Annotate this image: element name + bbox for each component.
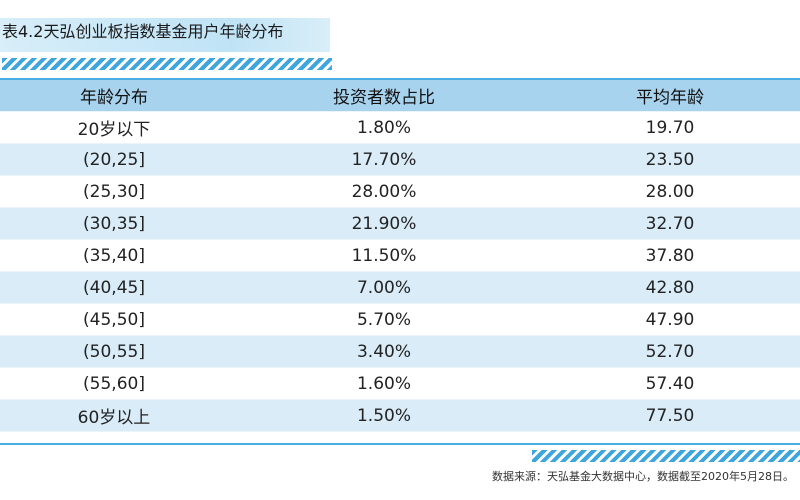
header-investor-share: 投资者数占比 [228,80,540,112]
cell-age-range: (55,60] [0,367,228,400]
cell-average-age: 42.80 [540,271,800,304]
cell-age-range: (40,45] [0,271,228,304]
table-row: (20,25] 17.70% 23.50 [0,143,800,176]
table-row: (50,55] 3.40% 52.70 [0,335,800,368]
cell-age-range: 60岁以上 [0,399,228,432]
cell-average-age: 77.50 [540,399,800,432]
table-row: (40,45] 7.00% 42.80 [0,271,800,304]
cell-average-age: 37.80 [540,239,800,272]
age-distribution-table: 年龄分布 投资者数占比 平均年龄 20岁以下 1.80% 19.70 (20,25] 1… [0,80,800,432]
decorative-stripe-bottom [532,450,800,462]
cell-average-age: 32.70 [540,207,800,240]
cell-age-range: (30,35] [0,207,228,240]
cell-investor-share: 1.60% [228,367,540,400]
decorative-stripe-top [2,58,332,70]
cell-investor-share: 21.90% [228,207,540,240]
title-banner [0,18,330,52]
cell-age-range: (25,30] [0,175,228,208]
cell-investor-share: 17.70% [228,143,540,176]
table-bottom-rule [0,443,800,445]
cell-average-age: 47.90 [540,303,800,336]
cell-investor-share: 1.50% [228,399,540,432]
cell-age-range: 20岁以下 [0,111,228,144]
data-source-note: 数据来源：天弘基金大数据中心，数据截至2020年5月28日。 [492,470,794,483]
table-row: (25,30] 28.00% 28.00 [0,175,800,208]
table-row: (30,35] 21.90% 32.70 [0,207,800,240]
cell-average-age: 57.40 [540,367,800,400]
cell-age-range: (45,50] [0,303,228,336]
cell-age-range: (20,25] [0,143,228,176]
table-row: (55,60] 1.60% 57.40 [0,367,800,400]
header-age-range: 年龄分布 [0,80,228,112]
table-row: 20岁以下 1.80% 19.70 [0,111,800,144]
cell-average-age: 19.70 [540,111,800,144]
table-row: (35,40] 11.50% 37.80 [0,239,800,272]
table-top-rule [0,78,800,80]
table-header-row: 年龄分布 投资者数占比 平均年龄 [0,80,800,112]
cell-investor-share: 5.70% [228,303,540,336]
cell-investor-share: 3.40% [228,335,540,368]
table-row: 60岁以上 1.50% 77.50 [0,399,800,432]
cell-investor-share: 28.00% [228,175,540,208]
header-average-age: 平均年龄 [540,80,800,112]
table-title: 表4.2天弘创业板指数基金用户年龄分布 [2,22,284,41]
cell-average-age: 23.50 [540,143,800,176]
cell-average-age: 28.00 [540,175,800,208]
cell-investor-share: 1.80% [228,111,540,144]
cell-age-range: (50,55] [0,335,228,368]
cell-age-range: (35,40] [0,239,228,272]
cell-average-age: 52.70 [540,335,800,368]
table-row: (45,50] 5.70% 47.90 [0,303,800,336]
cell-investor-share: 7.00% [228,271,540,304]
cell-investor-share: 11.50% [228,239,540,272]
